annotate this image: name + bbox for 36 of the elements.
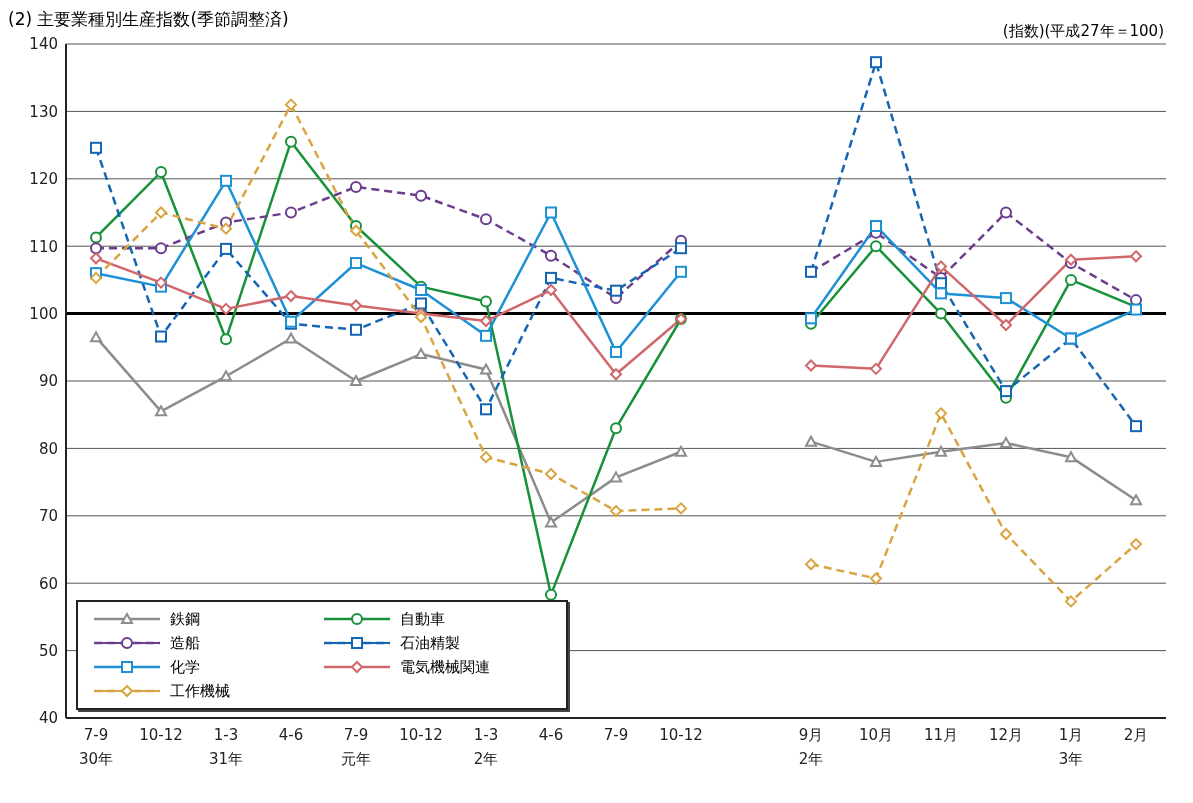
x-tick-label: 1-3 2年 [473,726,499,768]
y-tick-label: 80 [38,439,58,458]
legend-label: 工作機械 [170,681,230,701]
text: (指数)(平成27年＝100) [1002,22,1164,41]
x-tick-label: 9月 2年 [798,726,824,768]
legend-label: 自動車 [400,609,445,629]
x-tick-label: 2月 [1123,726,1149,744]
x-tick-label: 10-12 [659,726,703,744]
y-tick-label: 140 [29,35,58,54]
legend-label: 電気機械関連 [400,657,490,677]
y-tick-label: 100 [29,304,58,323]
y-tick-label: 120 [29,170,58,189]
x-tick-label: 7-9 30年 [78,726,114,768]
y-tick-label: 110 [29,237,58,256]
x-tick-label: 12月 [988,726,1024,744]
y-tick-label: 90 [38,372,58,391]
y-tick-label: 40 [38,709,58,728]
x-tick-label: 10-12 [399,726,443,744]
x-tick-label: 1月 3年 [1058,726,1084,768]
legend-label: 造船 [170,633,200,653]
y-tick-label: 50 [38,641,58,660]
x-tick-label: 7-9 [603,726,629,744]
legend-label: 石油精製 [400,633,460,653]
x-tick-label: 4-6 [538,726,564,744]
x-tick-label: 4-6 [278,726,304,744]
x-tick-label: 10月 [858,726,894,744]
y-tick-label: 70 [38,507,58,526]
legend-label: 鉄鋼 [170,609,200,629]
chart-title: (2) 主要業種別生産指数(季節調整済) [8,8,289,31]
x-tick-label: 11月 [923,726,959,744]
x-tick-label: 1-3 31年 [208,726,244,768]
legend-label: 化学 [170,657,200,677]
x-tick-label: 10-12 [139,726,183,744]
y-tick-label: 130 [29,102,58,121]
y-tick-label: 60 [38,574,58,593]
x-tick-label: 7-9 元年 [341,726,371,768]
